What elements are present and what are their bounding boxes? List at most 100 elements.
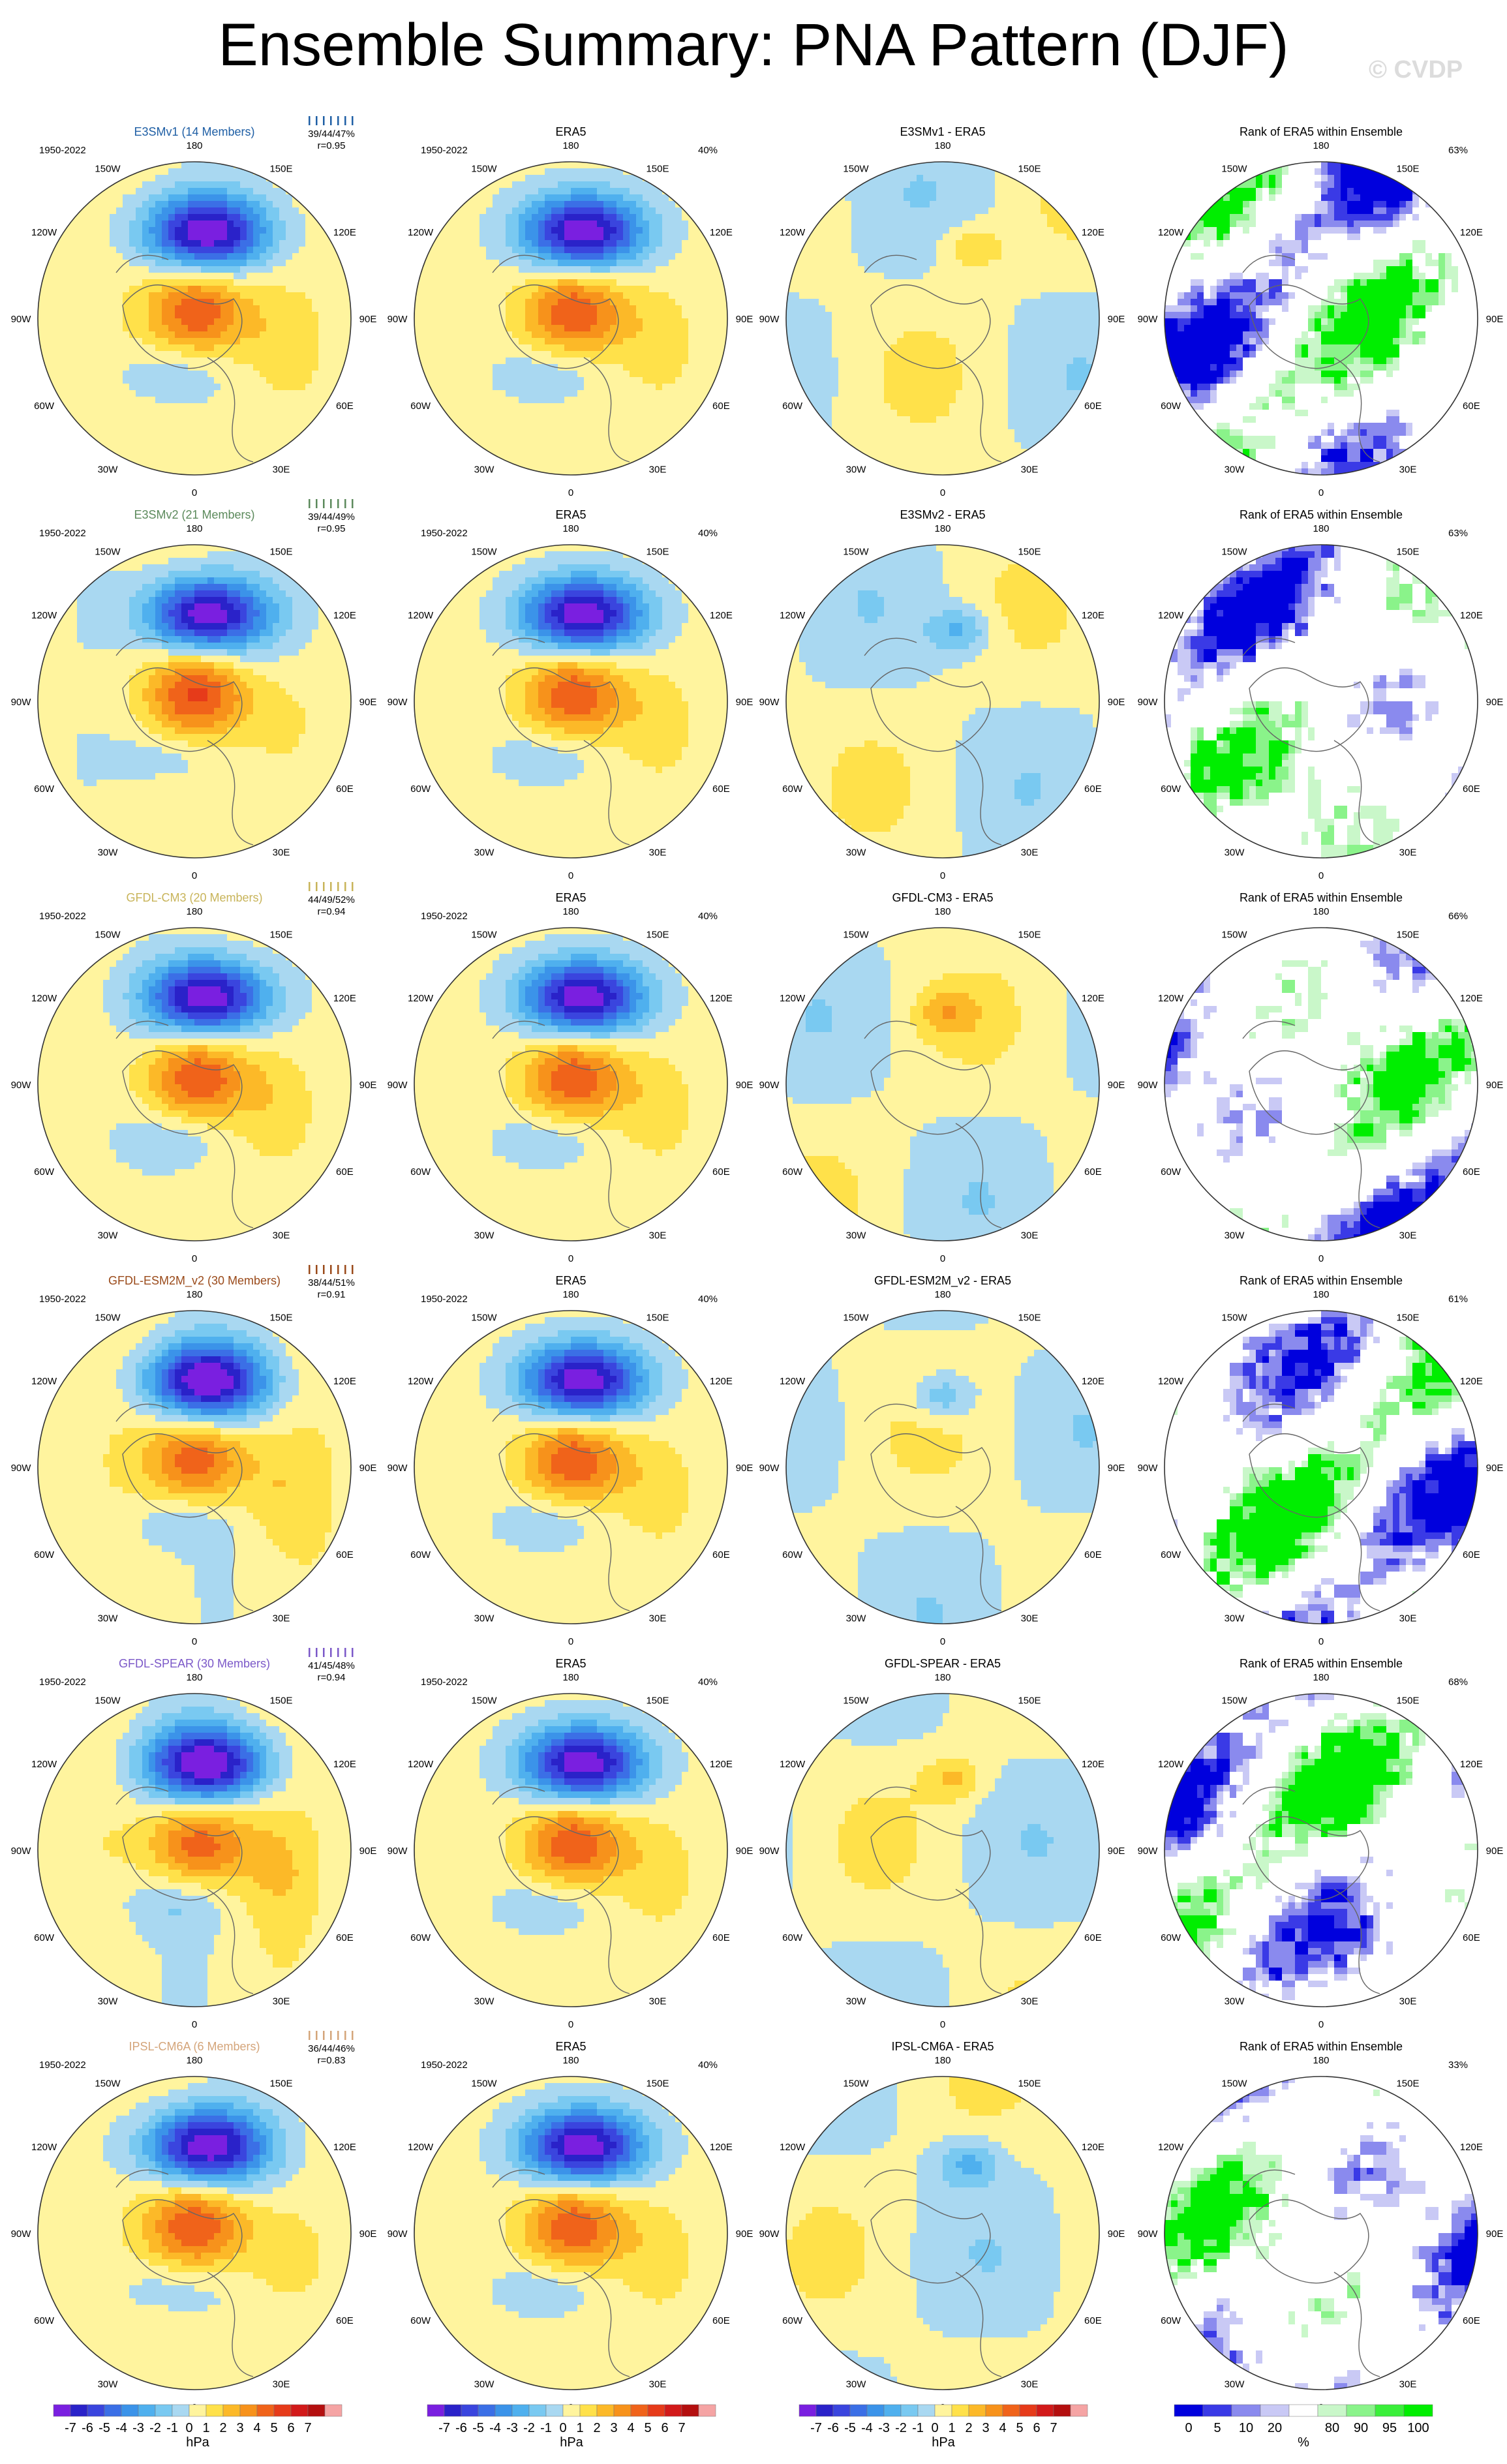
grid-cell [38,286,45,293]
grid-cell [864,410,872,417]
grid-cell [506,188,513,195]
grid-cell [473,377,480,384]
grid-cell [221,436,228,443]
grid-cell [188,338,195,345]
grid-cell [643,240,650,247]
grid-cell [923,423,930,430]
grid-cell [506,377,513,384]
grid-cell [234,273,241,280]
grid-cell [525,331,532,339]
grid-cell [279,207,286,215]
grid-cell [260,377,267,384]
grid-cell [897,357,904,365]
grid-cell [930,221,937,228]
grid-cell [571,214,578,221]
grid-cell [227,194,234,202]
grid-cell [90,286,97,293]
grid-cell [571,455,578,463]
grid-cell [558,253,565,260]
grid-cell [838,429,845,436]
grid-cell [70,221,78,228]
grid-cell [466,247,474,254]
grid-cell [286,357,293,365]
grid-cell [525,266,532,273]
grid-cell [77,247,84,254]
grid-cell [714,312,722,319]
grid-cell [142,397,149,404]
grid-cell [799,253,806,260]
grid-cell [214,234,221,241]
grid-cell [623,286,630,293]
grid-cell [512,292,519,299]
longitude-label: 0 [192,487,197,498]
grid-cell [949,377,956,384]
grid-cell [519,390,526,397]
grid-cell [90,442,97,449]
grid-cell [84,214,91,221]
grid-cell [312,299,319,306]
grid-cell [486,338,493,345]
grid-cell [564,442,571,449]
grid-cell [201,253,208,260]
grid-cell [558,318,565,326]
grid-cell [871,201,878,208]
grid-cell [799,299,806,306]
grid-cell [590,371,598,378]
grid-cell [129,175,136,182]
grid-cell [240,162,247,169]
grid-cell [70,397,78,404]
grid-cell [851,312,859,319]
grid-cell [57,338,65,345]
grid-cell [473,423,480,430]
grid-cell [838,351,845,358]
grid-cell [90,299,97,306]
grid-cell [845,397,852,404]
grid-cell [188,403,195,410]
grid-cell [253,299,260,306]
grid-cell [466,397,474,404]
grid-cell [77,227,84,234]
grid-cell [532,305,539,312]
grid-cell [506,292,513,299]
grid-cell [70,318,78,326]
grid-cell [234,227,241,234]
grid-cell [897,240,904,247]
grid-cell [234,194,241,202]
grid-cell [890,221,898,228]
grid-cell [427,273,434,280]
grid-cell [136,410,143,417]
grid-cell [936,214,943,221]
grid-cell [936,371,943,378]
grid-cell [221,234,228,241]
grid-cell [201,462,208,469]
grid-cell [240,462,247,469]
grid-cell [318,227,326,234]
grid-cell [649,253,656,260]
grid-cell [440,384,448,391]
grid-cell [338,325,345,332]
grid-cell [584,305,591,312]
grid-cell [910,214,917,221]
grid-cell [669,188,676,195]
grid-cell [564,194,571,202]
grid-cell [512,377,519,384]
grid-cell [851,338,859,345]
grid-cell [142,416,149,423]
grid-cell [551,357,558,365]
grid-cell [260,247,267,254]
grid-cell [845,423,852,430]
grid-cell [564,286,571,293]
grid-cell [188,455,195,463]
grid-cell [227,181,234,189]
grid-cell [845,325,852,332]
grid-cell [956,207,963,215]
grid-cell [266,292,273,299]
grid-cell [97,234,104,241]
grid-cell [688,240,695,247]
grid-cell [149,351,156,358]
grid-cell [558,181,565,189]
grid-cell [434,266,441,273]
grid-cell [669,273,676,280]
map-field [786,162,1099,475]
grid-cell [584,318,591,326]
